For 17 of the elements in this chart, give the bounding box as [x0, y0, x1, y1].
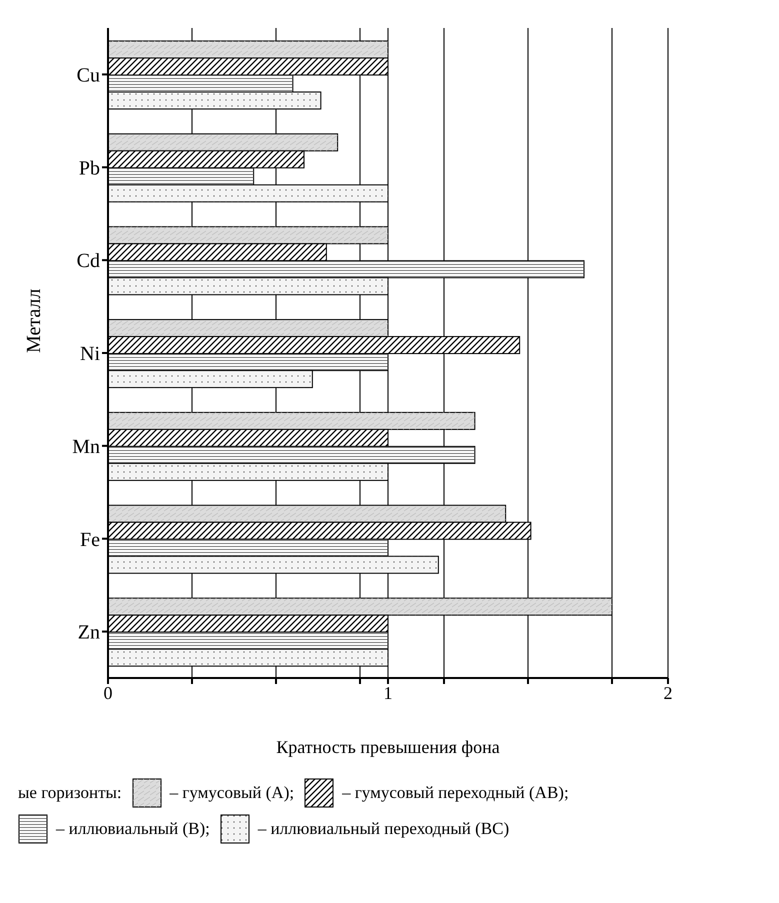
y-tick-label: Pb — [78, 157, 100, 180]
y-tick-label: Mn — [72, 436, 100, 458]
legend-label: – иллювиальный (B); — [56, 819, 210, 839]
legend-title: ые горизонты: — [18, 783, 122, 803]
y-tick-label: Fe — [80, 528, 100, 551]
y-tick-label: Zn — [78, 622, 100, 644]
y-tick-label: Cd — [76, 250, 100, 272]
legend-label: – иллювиальный переходный (BC) — [258, 819, 510, 839]
legend-label: – гумусовый переходный (AB); — [342, 783, 569, 803]
legend-label: – гумусовый (A); — [170, 783, 294, 803]
x-tick-label: 2 — [664, 682, 672, 703]
y-tick-label: Cu — [76, 64, 100, 87]
x-tick-label: 1 — [384, 682, 392, 703]
y-axis-title: Металл — [23, 288, 46, 353]
x-axis-title: Кратность превышения фона — [276, 737, 500, 757]
y-tick-label: Ni — [80, 343, 100, 366]
x-tick-label: 0 — [104, 682, 112, 703]
